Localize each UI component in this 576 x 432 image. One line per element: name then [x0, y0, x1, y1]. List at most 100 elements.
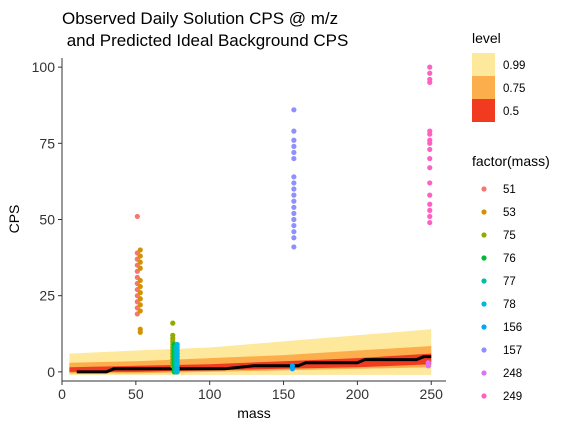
- point-157-11: [291, 204, 297, 210]
- legend-mass-key-77: [481, 278, 487, 284]
- point-249-15: [427, 213, 433, 220]
- legend-mass-key-51: [481, 186, 487, 192]
- legend-mass-label-77: 77: [503, 276, 516, 288]
- legend-level-key-0_99: [472, 53, 495, 76]
- legend-mass-label-248: 248: [503, 368, 522, 380]
- point-53-2: [137, 259, 143, 265]
- point-53-5: [137, 283, 143, 290]
- legend-level-key-0_5: [472, 99, 495, 122]
- point-53-1: [137, 253, 143, 259]
- point-157-10: [291, 198, 297, 204]
- point-157-2: [291, 137, 297, 143]
- legend-mass-label-249: 249: [503, 391, 522, 403]
- series-157: [291, 107, 297, 250]
- point-249-16: [427, 219, 433, 226]
- legend-mass-label-53: 53: [503, 207, 516, 219]
- series-156: [289, 363, 295, 372]
- point-53-6: [137, 290, 143, 296]
- x-tick-label-100: 100: [198, 386, 222, 402]
- point-157-14: [291, 222, 297, 229]
- point-249-8: [427, 146, 433, 153]
- legend-mass-key-78: [481, 301, 487, 307]
- legend-level-label-0_99: 0.99: [503, 60, 525, 72]
- plot-area: [69, 64, 433, 375]
- y-tick-label-25: 25: [39, 288, 55, 304]
- axes: 0 50 100 150 200 250 0 25 50 75 100: [32, 58, 446, 402]
- series-53: [137, 247, 143, 335]
- series-78: [174, 341, 180, 375]
- point-156-1: [289, 366, 295, 372]
- point-249-10: [427, 165, 433, 171]
- band-0_5: [69, 353, 432, 372]
- legend-mass: factor(mass) 51 53 75 76 77 78 156 157 248 249: [472, 153, 550, 403]
- point-249-14: [427, 207, 433, 213]
- chart-title-line-1: Observed Daily Solution CPS @ m/z: [62, 9, 338, 28]
- legend-mass-key-75: [481, 232, 487, 238]
- point-53-8: [137, 302, 143, 308]
- y-tick-label-75: 75: [39, 135, 55, 151]
- legend-mass-label-157: 157: [503, 345, 522, 357]
- point-53-0: [137, 247, 143, 253]
- x-axis-title: mass: [237, 405, 270, 421]
- legend-mass-key-156: [481, 324, 487, 330]
- legend-mass-label-75: 75: [503, 230, 516, 242]
- point-157-13: [291, 216, 297, 223]
- point-249-11: [427, 180, 433, 186]
- legend-mass-label-156: 156: [503, 322, 522, 334]
- legend-mass-key-53: [481, 209, 487, 215]
- predicted-line: [76, 355, 432, 374]
- y-tick-label-100: 100: [32, 59, 56, 75]
- point-249-0: [427, 64, 433, 70]
- point-249-1: [427, 70, 433, 76]
- point-157-9: [291, 192, 297, 198]
- point-249-3: [427, 79, 433, 85]
- series-51: [134, 213, 140, 317]
- point-53-7: [137, 296, 143, 302]
- point-51-0: [134, 213, 140, 220]
- legend-level-key-0_75: [472, 76, 495, 99]
- legend-mass-label-78: 78: [503, 299, 516, 311]
- point-157-4: [291, 149, 297, 156]
- point-75-0: [170, 320, 176, 326]
- series-248: [425, 360, 431, 369]
- point-248-1: [425, 363, 431, 369]
- chart-title-line-2: and Predicted Ideal Background CPS: [62, 31, 348, 50]
- y-tick-label-50: 50: [39, 212, 55, 228]
- legend-level: level 0.99 0.75 0.5: [472, 30, 525, 122]
- y-tick-label-0: 0: [47, 364, 55, 380]
- point-53-9: [137, 308, 143, 314]
- point-53-4: [137, 277, 143, 284]
- point-249-5: [427, 131, 433, 137]
- legend-level-title: level: [472, 30, 501, 46]
- point-157-12: [291, 210, 297, 217]
- x-tick-label-200: 200: [346, 386, 370, 402]
- series-249: [427, 64, 433, 226]
- legend-mass-key-249: [481, 393, 487, 399]
- point-157-16: [291, 235, 297, 241]
- legend-mass-key-248: [481, 370, 487, 376]
- point-157-6: [291, 174, 297, 180]
- legend-mass-key-76: [481, 255, 487, 261]
- point-249-7: [427, 140, 433, 146]
- legend-mass-label-76: 76: [503, 253, 516, 265]
- point-157-7: [291, 180, 297, 186]
- point-53-3: [137, 265, 143, 271]
- legend-level-label-0_5: 0.5: [503, 106, 519, 118]
- point-157-5: [291, 155, 297, 162]
- point-157-17: [291, 244, 297, 250]
- point-53-11: [137, 329, 143, 335]
- x-tick-label-50: 50: [128, 386, 144, 402]
- point-157-3: [291, 143, 297, 149]
- point-249-9: [427, 155, 433, 162]
- legend-mass-title: factor(mass): [472, 153, 550, 169]
- legend-level-label-0_75: 0.75: [503, 83, 525, 95]
- point-157-15: [291, 229, 297, 235]
- x-tick-label-250: 250: [420, 386, 444, 402]
- point-157-1: [291, 128, 297, 134]
- point-157-8: [291, 186, 297, 192]
- point-249-12: [427, 192, 433, 198]
- point-78-9: [174, 369, 180, 375]
- point-157-0: [291, 107, 297, 113]
- legend-mass-key-157: [481, 347, 487, 353]
